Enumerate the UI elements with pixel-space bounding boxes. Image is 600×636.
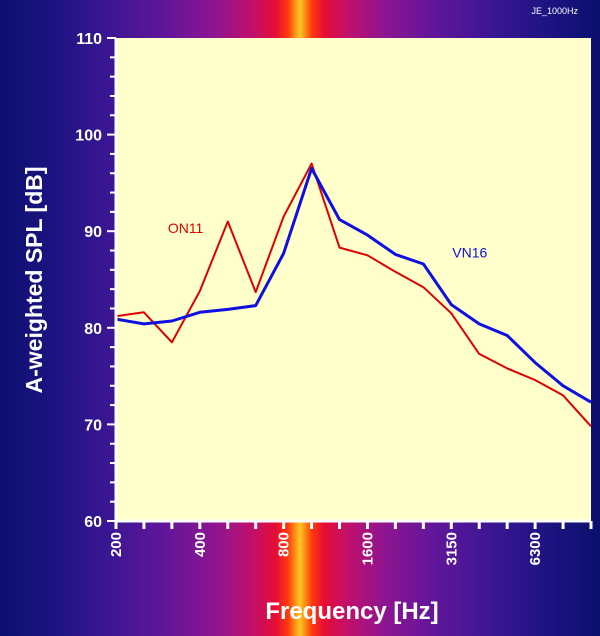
y-tick-label: 80 (84, 321, 102, 338)
x-tick-label: 400 (192, 532, 209, 557)
y-axis-title: A-weighted SPL [dB] (21, 166, 47, 393)
series-line-on11 (115, 162, 592, 427)
series-line-vn16 (115, 166, 592, 404)
axes-layer: 60 70 80 90 100 110 200 400 800 1600 3150 6300 (75, 31, 593, 565)
y-tick-label: 110 (76, 31, 102, 48)
x-tick-label: 6300 (527, 532, 544, 565)
chart-tag: JE_1000Hz (531, 6, 578, 16)
y-tick-label: 100 (75, 128, 102, 145)
x-axis-title: Frequency [Hz] (265, 598, 438, 625)
y-tick-label: 70 (84, 417, 102, 434)
series-label-vn16: VN16 (452, 245, 487, 261)
x-tick-label: 200 (108, 532, 125, 557)
x-tick-label: 800 (276, 532, 293, 557)
x-tick-label: 1600 (359, 532, 376, 565)
x-tick-label: 3150 (443, 532, 460, 565)
y-tick-label: 60 (84, 514, 102, 531)
plot-area (116, 38, 591, 521)
series-layer: ON11 VN16 (115, 162, 592, 427)
series-label-on11: ON11 (168, 220, 204, 236)
y-tick-label: 90 (84, 224, 102, 241)
